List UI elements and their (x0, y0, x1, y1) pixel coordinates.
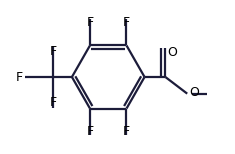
Text: O: O (168, 46, 177, 59)
Text: F: F (86, 16, 94, 29)
Text: F: F (49, 45, 57, 58)
Text: F: F (123, 16, 130, 29)
Text: F: F (86, 125, 94, 138)
Text: F: F (123, 125, 130, 138)
Text: F: F (49, 96, 57, 109)
Text: F: F (16, 71, 23, 83)
Text: O: O (189, 86, 199, 99)
